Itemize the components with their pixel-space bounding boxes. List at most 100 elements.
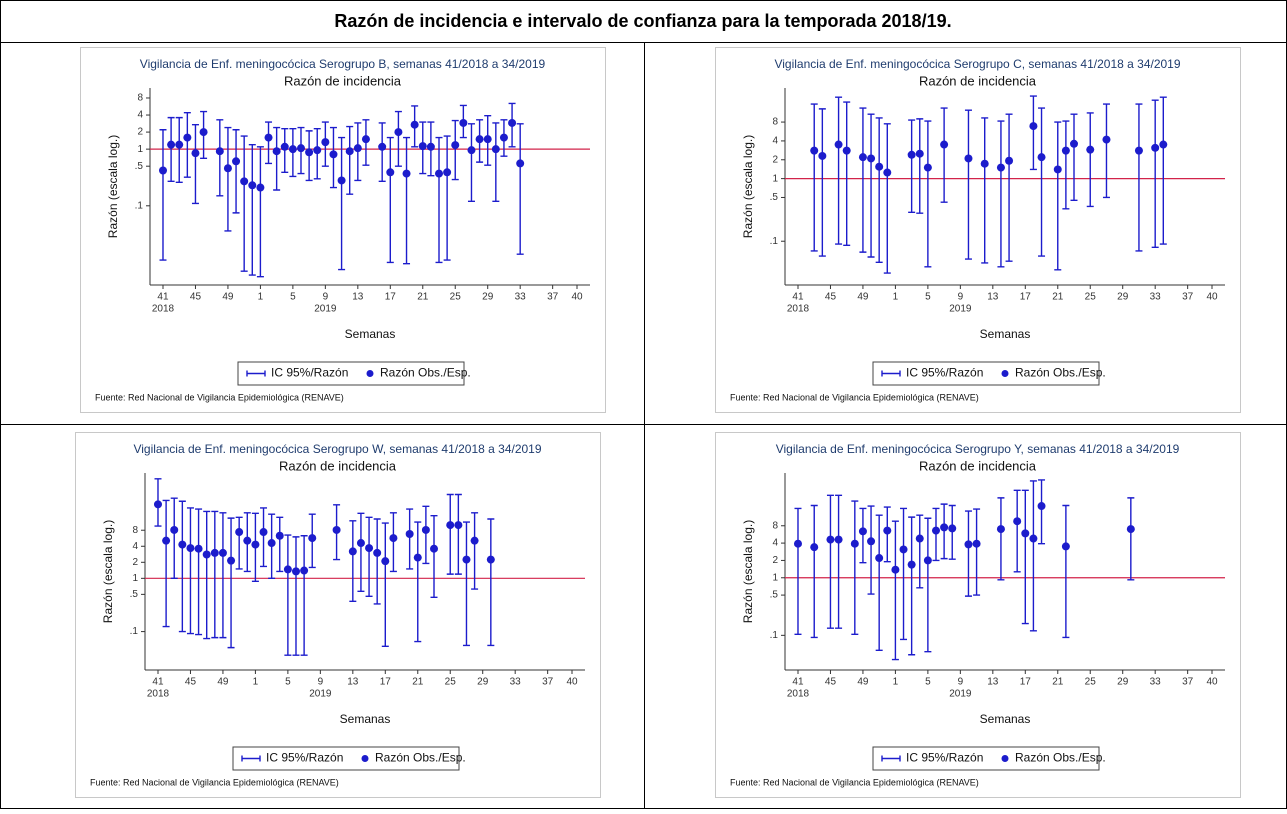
error-bar — [378, 122, 386, 183]
point — [337, 176, 346, 185]
point — [1021, 529, 1030, 538]
error-bar — [167, 116, 175, 183]
error-bar — [908, 516, 916, 656]
point — [158, 166, 167, 175]
error-bar — [386, 136, 394, 264]
legend-box — [232, 746, 460, 771]
point — [183, 133, 192, 142]
y-tick-label: .5 — [130, 589, 139, 600]
y-tick-label: 8 — [137, 93, 143, 104]
y-tick-label: 2 — [137, 127, 143, 138]
error-bar — [843, 101, 851, 247]
point — [426, 142, 435, 151]
x-tick-label: 17 — [385, 292, 397, 303]
x-tick-label: 41 — [152, 677, 164, 688]
point — [948, 524, 957, 533]
error-bar — [1102, 103, 1110, 199]
point — [405, 529, 414, 538]
x-axis-title: Semanas — [980, 712, 1031, 726]
chart-panel: Vigilancia de Enf. meningocócica Serogru… — [715, 432, 1241, 798]
x-axis-title: Semanas — [340, 712, 391, 726]
legend-box — [872, 361, 1100, 386]
y-tick-label: .1 — [135, 200, 144, 211]
y-tick-label: 1 — [772, 572, 778, 583]
point — [191, 149, 200, 158]
point — [227, 556, 236, 565]
point — [175, 140, 184, 149]
point — [883, 168, 892, 177]
legend-label: Razón Obs./Esp. — [1015, 366, 1106, 380]
x-tick-label: 5 — [290, 292, 296, 303]
x-tick-label: 49 — [857, 292, 869, 303]
point — [353, 144, 362, 153]
chart-title: Vigilancia de Enf. meningocócica Serogru… — [774, 57, 1180, 71]
point — [421, 525, 430, 534]
error-bar — [1127, 497, 1135, 581]
panel-frame — [715, 47, 1241, 413]
x-tick-label: 1 — [253, 677, 259, 688]
x-year-label: 2018 — [152, 304, 175, 315]
error-bar — [916, 118, 924, 214]
point — [1029, 534, 1038, 543]
error-bar — [1062, 120, 1070, 210]
x-tick-label: 45 — [825, 292, 837, 303]
error-bar — [1135, 103, 1143, 252]
x-year-label: 2018 — [787, 304, 810, 315]
point — [1086, 145, 1095, 154]
legend-label: IC 95%/Razón — [906, 751, 983, 765]
error-bar — [414, 521, 422, 643]
y-tick-label: 8 — [132, 525, 138, 536]
x-axis-title: Semanas — [345, 327, 396, 341]
y-tick-label: 1 — [137, 144, 143, 155]
point — [915, 534, 924, 543]
error-bar — [859, 107, 867, 253]
error-bar — [467, 123, 475, 203]
point — [834, 535, 843, 544]
x-tick-label: 25 — [1085, 677, 1097, 688]
error-bar — [973, 508, 981, 596]
error-bar — [389, 512, 397, 573]
point — [240, 177, 249, 186]
error-bar — [875, 514, 883, 651]
point — [288, 145, 297, 154]
point — [915, 149, 924, 158]
point — [210, 548, 219, 557]
point — [834, 140, 843, 149]
point — [251, 540, 260, 549]
x-tick-label: 33 — [515, 292, 527, 303]
point — [996, 525, 1005, 534]
point — [413, 553, 422, 562]
point — [365, 544, 374, 553]
x-tick-label: 1 — [258, 292, 264, 303]
x-tick-label: 1 — [893, 292, 899, 303]
error-bar — [381, 522, 389, 647]
legend-box — [872, 746, 1100, 771]
point — [483, 135, 492, 144]
x-tick-label: 17 — [1020, 292, 1032, 303]
x-tick-label: 40 — [1206, 677, 1218, 688]
point — [858, 527, 867, 536]
chart-title: Vigilancia de Enf. meningocócica Serogru… — [140, 57, 546, 71]
point — [1126, 525, 1135, 534]
panel-frame — [75, 432, 601, 798]
point — [418, 142, 427, 151]
x-tick-label: 13 — [987, 677, 999, 688]
source-note: Fuente: Red Nacional de Vigilancia Epide… — [95, 392, 344, 402]
error-bar — [835, 494, 843, 629]
x-tick-label: 37 — [1182, 292, 1194, 303]
point — [178, 540, 187, 549]
point — [940, 523, 949, 532]
x-tick-label: 41 — [792, 677, 804, 688]
error-bar — [1029, 95, 1037, 171]
error-bar — [835, 96, 843, 245]
error-bar — [300, 535, 308, 656]
point — [475, 135, 484, 144]
x-tick-label: 13 — [987, 292, 999, 303]
error-bar — [183, 111, 191, 178]
point — [275, 531, 284, 540]
chart-panel: Vigilancia de Enf. meningocócica Serogru… — [75, 432, 601, 798]
point — [272, 147, 281, 156]
error-bar — [443, 135, 451, 261]
